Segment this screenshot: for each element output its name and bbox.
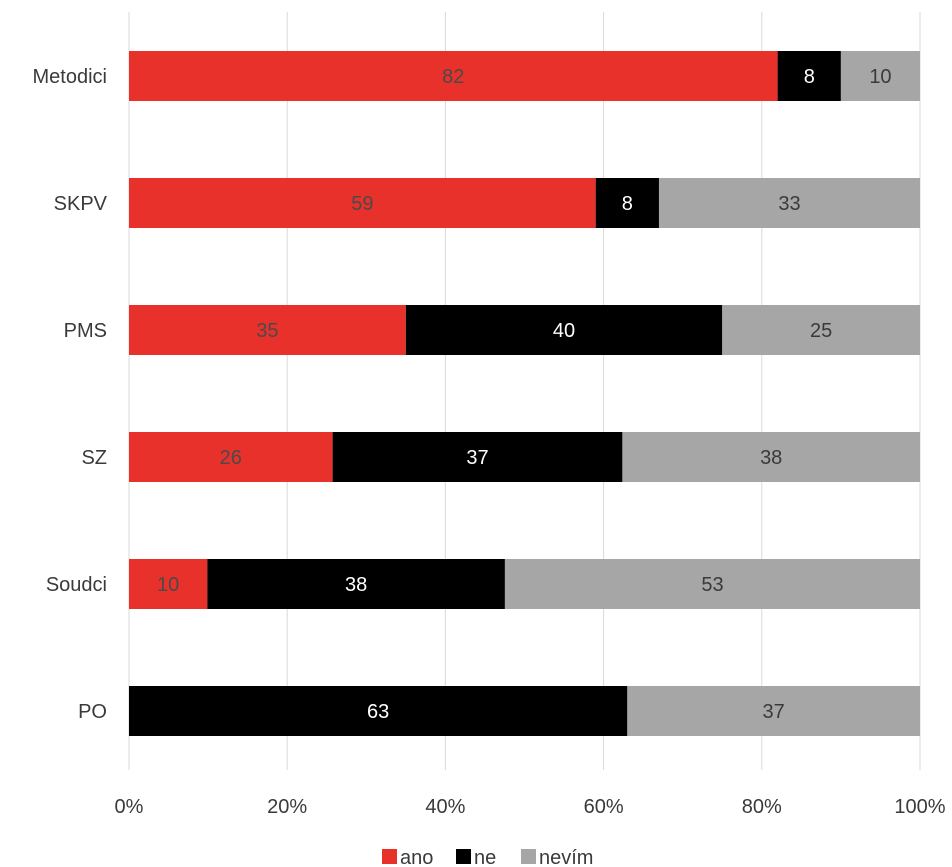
x-axis-tick-labels: 0% 20% 40% 60% 80% 100% <box>115 796 946 818</box>
data-label: 37 <box>466 447 488 469</box>
category-label: Metodici <box>33 66 107 88</box>
x-tick-label: 20% <box>267 796 307 818</box>
category-label: SZ <box>81 447 107 469</box>
data-label: 38 <box>345 574 367 596</box>
bar-segment-ne <box>405 305 723 355</box>
category-label: SKPV <box>54 193 108 215</box>
data-label: 25 <box>810 320 832 342</box>
x-tick-label: 0% <box>115 796 144 818</box>
legend: ano ne nevím <box>382 847 593 867</box>
bar-segment-ne <box>207 559 505 609</box>
data-label: 35 <box>256 320 278 342</box>
legend-label: ne <box>474 847 496 867</box>
data-label: 59 <box>351 193 373 215</box>
data-label: 33 <box>778 193 800 215</box>
data-label: 10 <box>869 66 891 88</box>
category-labels: Metodici SKPV PMS SZ Soudci PO <box>33 66 108 723</box>
legend-label: ano <box>400 847 433 867</box>
category-label: PMS <box>64 320 107 342</box>
bar-segment-ne <box>595 178 659 228</box>
data-label: 10 <box>157 574 179 596</box>
data-labels: 82 8 10 59 8 33 35 40 25 26 37 38 10 38 53 63 37 <box>157 66 892 723</box>
data-label: 82 <box>442 66 464 88</box>
bar-segment-ano <box>129 51 778 101</box>
bar-segment-nevím <box>658 178 920 228</box>
data-label: 26 <box>220 447 242 469</box>
bar-segment-nevím <box>722 305 920 355</box>
bar-segment-ne <box>129 686 628 736</box>
legend-swatch-ano <box>382 849 397 864</box>
data-label: 63 <box>367 701 389 723</box>
bars <box>129 51 920 736</box>
bar-segment-ano <box>129 178 596 228</box>
data-label: 8 <box>804 66 815 88</box>
data-label: 38 <box>760 447 782 469</box>
gridlines <box>128 12 921 770</box>
x-tick-label: 80% <box>742 796 782 818</box>
x-tick-label: 40% <box>425 796 465 818</box>
bar-segment-ne <box>777 51 841 101</box>
data-label: 53 <box>701 574 723 596</box>
category-label: PO <box>78 701 107 723</box>
bar-segment-nevím <box>840 51 920 101</box>
x-tick-label: 100% <box>894 796 945 818</box>
legend-swatch-ne <box>456 849 471 864</box>
bar-segment-nevím <box>622 432 920 482</box>
bar-segment-nevím <box>627 686 920 736</box>
data-label: 37 <box>763 701 785 723</box>
legend-label: nevím <box>539 847 593 867</box>
legend-swatch-nevím <box>521 849 536 864</box>
bar-segment-ano <box>129 305 406 355</box>
category-label: Soudci <box>46 574 107 596</box>
bar-segment-ano <box>129 432 333 482</box>
bar-segment-nevím <box>504 559 920 609</box>
data-label: 40 <box>553 320 575 342</box>
data-label: 8 <box>622 193 633 215</box>
x-tick-label: 60% <box>584 796 624 818</box>
bar-segment-ano <box>129 559 208 609</box>
bar-segment-ne <box>332 432 623 482</box>
